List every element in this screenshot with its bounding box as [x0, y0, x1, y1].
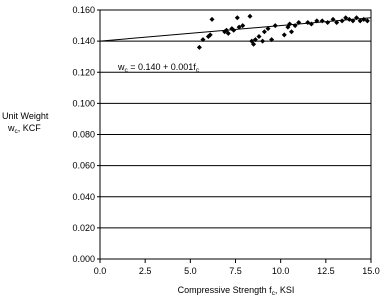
- point: [334, 19, 340, 25]
- point: [281, 32, 287, 38]
- x-tick-label: 7.5: [229, 266, 242, 276]
- trend-line: [99, 17, 372, 42]
- point: [305, 19, 311, 25]
- x-tick-label: 10.0: [272, 266, 290, 276]
- x-tick-label: 15.0: [362, 266, 380, 276]
- point: [357, 18, 363, 24]
- point: [247, 13, 253, 19]
- point: [346, 16, 352, 22]
- y-tick-label: 0.160: [72, 5, 95, 15]
- y-axis-label: wc, KCF: [7, 123, 41, 135]
- y-axis-label: Unit Weight: [2, 111, 49, 121]
- y-tick-label: 0.040: [72, 192, 95, 202]
- point: [231, 27, 237, 33]
- point: [287, 21, 293, 27]
- point: [364, 18, 370, 24]
- x-tick-label: 5.0: [184, 266, 197, 276]
- x-axis-label: Compressive Strength fc, KSI: [178, 285, 295, 297]
- text-part: w: [7, 123, 15, 133]
- point: [350, 18, 356, 24]
- point: [207, 32, 213, 38]
- text-part: = 0.140 + 0.001f: [128, 62, 197, 72]
- point: [308, 21, 314, 27]
- point: [319, 18, 325, 24]
- point: [361, 16, 367, 22]
- text-part: , KSI: [275, 285, 295, 295]
- point: [251, 41, 257, 47]
- point: [265, 26, 271, 32]
- point: [260, 38, 266, 44]
- point: [261, 29, 267, 35]
- y-tick-label: 0.060: [72, 161, 95, 171]
- x-tick-label: 0.0: [94, 266, 107, 276]
- point: [252, 37, 258, 43]
- point: [236, 24, 242, 30]
- point: [196, 44, 202, 50]
- point: [234, 15, 240, 21]
- point: [256, 33, 262, 39]
- annotation: wc = 0.140 + 0.001fc: [117, 62, 200, 74]
- y-tick-label: 0.000: [72, 254, 95, 264]
- subscript: c: [272, 290, 276, 297]
- point: [314, 18, 320, 24]
- point: [296, 19, 302, 25]
- point: [339, 18, 345, 24]
- point: [272, 23, 278, 29]
- y-tick-label: 0.140: [72, 36, 95, 46]
- subscript: c: [125, 67, 129, 74]
- point: [209, 16, 215, 22]
- text-part: Compressive Strength f: [178, 285, 273, 295]
- text-part: , KCF: [18, 123, 42, 133]
- text-part: w: [117, 62, 125, 72]
- plot-frame: [99, 9, 372, 260]
- point: [354, 15, 360, 21]
- point: [325, 19, 331, 25]
- x-tick-label: 12.5: [317, 266, 335, 276]
- y-tick-label: 0.080: [72, 130, 95, 140]
- point: [200, 37, 206, 43]
- point: [289, 29, 295, 35]
- point: [269, 37, 275, 43]
- x-tick-label: 2.5: [139, 266, 152, 276]
- point: [240, 23, 246, 29]
- subscript: c: [15, 128, 19, 135]
- y-tick-label: 0.020: [72, 223, 95, 233]
- point: [292, 23, 298, 29]
- y-tick-label: 0.100: [72, 98, 95, 108]
- point: [225, 30, 231, 36]
- y-tick-label: 0.120: [72, 67, 95, 77]
- point: [343, 15, 349, 21]
- point: [330, 16, 336, 22]
- subscript: c: [196, 67, 200, 74]
